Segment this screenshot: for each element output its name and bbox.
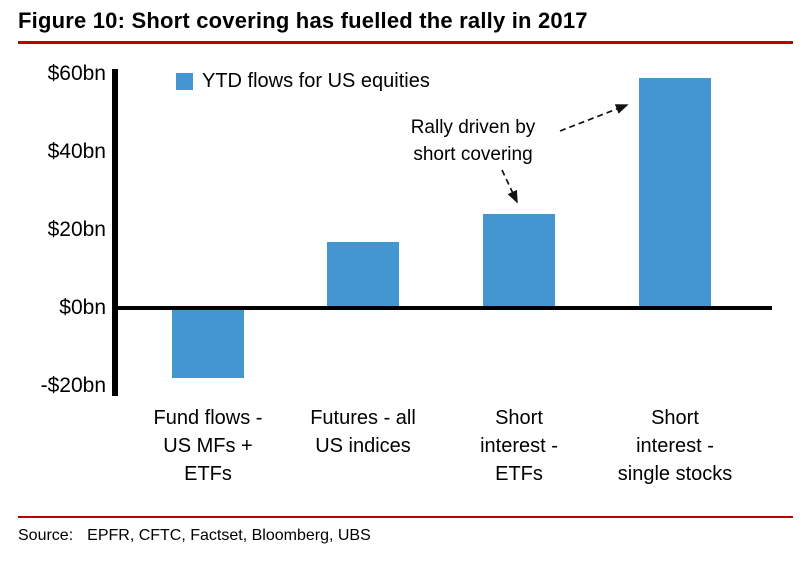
bar-fund-flows-us-mfs-etfs — [172, 308, 244, 379]
y-tick-label: $0bn — [59, 296, 106, 319]
legend: YTD flows for US equities — [176, 70, 430, 93]
arrow-to-single-stocks-bar — [559, 104, 629, 132]
x-category-label: Short interest - single stocks — [617, 407, 733, 485]
y-tick-label: $40bn — [47, 140, 106, 163]
source-divider — [18, 516, 793, 518]
y-tick-label: -$20bn — [40, 374, 106, 397]
y-tick-label: $60bn — [47, 62, 106, 85]
x-category-label: Short interest - ETFs — [480, 407, 558, 485]
legend-label: YTD flows for US equities — [202, 70, 430, 92]
annotation-line-2: short covering — [413, 144, 533, 165]
annotation-text: Rally driven by short covering — [383, 114, 563, 168]
source-line: Source: EPFR, CFTC, Factset, Bloomberg, U… — [18, 527, 371, 545]
bar-short-interest-etfs — [483, 214, 555, 308]
x-category-label: Futures - all US indices — [310, 407, 416, 457]
title-divider — [18, 41, 793, 44]
legend-swatch — [176, 73, 193, 90]
annotation-line-1: Rally driven by — [410, 117, 536, 138]
arrow-to-etf-bar — [501, 169, 518, 204]
x-category-label: Fund flows - US MFs + ETFs — [153, 407, 263, 485]
y-tick-label: $20bn — [47, 218, 106, 241]
bar-futures-all-us-indices — [327, 241, 399, 308]
bar-short-interest-single-stocks — [639, 77, 711, 308]
zero-baseline — [112, 306, 772, 310]
source-prefix: Source: — [18, 527, 74, 544]
y-axis-line — [112, 69, 118, 396]
figure-title: Figure 10: Short covering has fuelled th… — [18, 8, 588, 33]
source-text: EPFR, CFTC, Factset, Bloomberg, UBS — [87, 527, 371, 544]
